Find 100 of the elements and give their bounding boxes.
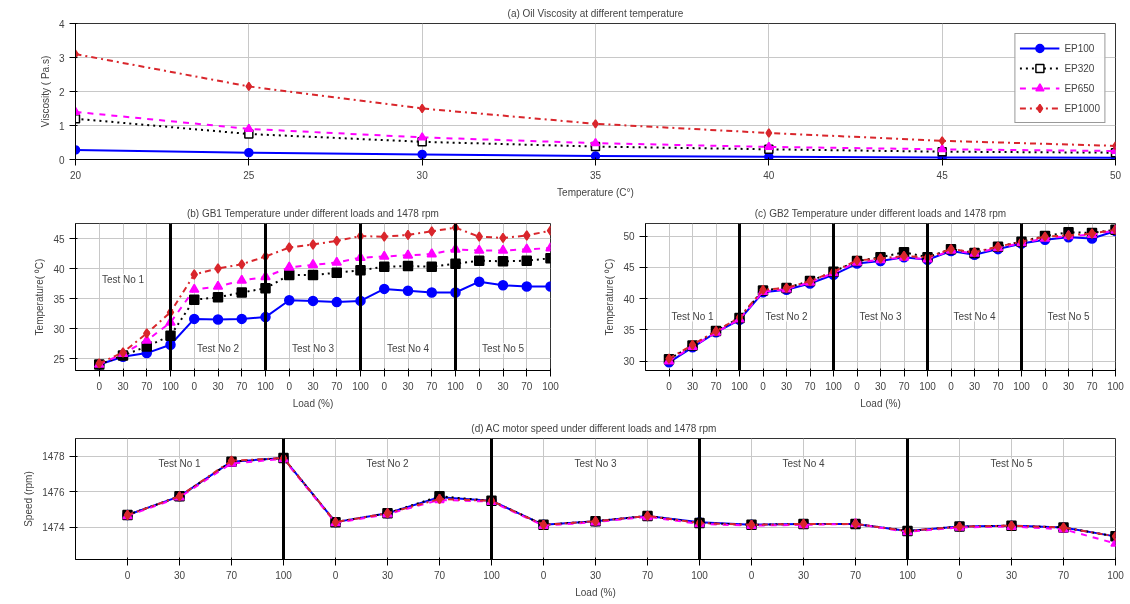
x-tick-label: 70 [992,380,1004,392]
x-tick-label: 70 [849,569,862,581]
chart-title: (a) Oil Viscosity at different temperature [507,7,684,19]
x-tick-label: 25 [243,169,255,181]
x-tick-label: 100 [352,380,370,392]
x-tick-label: 30 [1005,569,1018,581]
x-tick-label: 30 [173,569,186,581]
y-tick-label: 30 [623,356,635,368]
x-tick-label: 100 [1013,380,1031,392]
x-axis-title: Load (%) [575,586,616,598]
x-axis-title: Load (%) [292,397,334,409]
x-tick-label: 70 [331,380,343,392]
x-tick-label: 100 [919,380,937,392]
y-axis-title: Viscosity ( Pa.s) [39,55,51,128]
y-tick-label: 30 [53,323,65,335]
y-axis-title: Speed (rpm) [23,471,35,527]
y-tick-label: 2 [58,86,65,98]
x-tick-label: 70 [641,569,654,581]
x-tick-label: 0 [666,380,673,392]
x-tick-label: 30 [416,169,429,181]
x-tick-label: 100 [447,380,465,392]
x-tick-label: 100 [899,569,917,581]
x-tick-label: 30 [874,380,887,392]
annotation: Test No 1 [101,273,145,285]
y-tick-label: 45 [623,262,635,274]
y-tick-label: 50 [623,231,635,243]
x-tick-label: 30 [402,380,414,392]
x-tick-label: 0 [540,569,547,581]
x-tick-label: 0 [381,380,388,392]
annotation: Test No 3 [859,310,903,322]
x-tick-label: 0 [854,380,861,392]
chart-title: (c) GB2 Temperature under different loads and 1478 rpm [754,207,1007,219]
annotation: Test No 2 [765,310,809,322]
annotation: Test No 5 [990,458,1034,470]
x-tick-label: 0 [476,380,483,392]
x-tick-label: 70 [804,380,816,392]
x-tick-label: 30 [968,380,981,392]
y-tick-label: 1476 [42,486,65,498]
x-axis-title: Load (%) [860,397,901,409]
x-tick-label: 70 [433,569,446,581]
annotation: Test No 2 [196,342,240,354]
annotation: Test No 5 [481,342,525,354]
x-tick-label: 70 [710,380,722,392]
x-tick-label: 100 [691,569,709,581]
x-tick-label: 0 [286,380,293,392]
x-tick-label: 100 [257,380,275,392]
x-tick-label: 100 [483,569,501,581]
x-tick-label: 0 [124,569,131,581]
y-tick-label: 40 [53,263,65,275]
x-tick-label: 30 [307,380,319,392]
x-tick-label: 70 [141,380,153,392]
x-tick-label: 100 [275,569,293,581]
annotation: Test No 5 [1047,310,1091,322]
x-tick-label: 30 [780,380,793,392]
annotation: Test No 4 [782,458,826,470]
x-tick-label: 70 [225,569,238,581]
x-tick-label: 30 [381,569,394,581]
x-tick-label: 100 [825,380,843,392]
y-axis-title: Temperature( ⁰C) [604,258,616,336]
x-tick-label: 30 [589,569,602,581]
chart-title: (d) AC motor speed under different loads and 1478 rpm [471,422,717,434]
y-tick-label: 40 [623,293,635,305]
x-axis-title: Temperature (C°) [557,186,634,198]
annotation: Test No 2 [366,458,410,470]
x-tick-label: 0 [748,569,755,581]
legend-label: EP650 [1064,82,1095,94]
y-axis-title: Temperature( ⁰C) [34,258,46,336]
annotation: Test No 1 [671,310,715,322]
x-tick-label: 70 [236,380,248,392]
x-tick-label: 0 [191,380,198,392]
y-tick-label: 35 [53,293,65,305]
x-tick-label: 50 [1109,169,1122,181]
y-tick-label: 3 [58,52,65,64]
x-tick-label: 70 [426,380,438,392]
x-tick-label: 100 [1107,569,1125,581]
x-tick-label: 70 [898,380,910,392]
x-tick-label: 100 [1107,380,1125,392]
x-tick-label: 0 [96,380,103,392]
x-tick-label: 30 [797,569,810,581]
annotation: Test No 4 [953,310,997,322]
y-tick-label: 45 [53,233,65,245]
x-tick-label: 70 [521,380,533,392]
annotation: Test No 1 [158,458,202,470]
x-tick-label: 35 [589,169,602,181]
x-tick-label: 45 [936,169,949,181]
x-tick-label: 30 [117,380,129,392]
y-tick-label: 1 [58,120,65,132]
x-tick-label: 70 [1086,380,1098,392]
x-tick-label: 100 [162,380,180,392]
x-tick-label: 20 [69,169,82,181]
x-tick-label: 30 [686,380,699,392]
legend-label: EP100 [1064,42,1095,54]
x-tick-label: 30 [497,380,509,392]
y-tick-label: 4 [58,18,65,30]
y-tick-label: 0 [58,154,65,166]
y-tick-label: 1474 [42,522,65,534]
legend-label: EP320 [1064,62,1095,74]
x-tick-label: 30 [212,380,224,392]
y-tick-label: 1478 [42,451,65,463]
x-tick-label: 0 [1042,380,1049,392]
